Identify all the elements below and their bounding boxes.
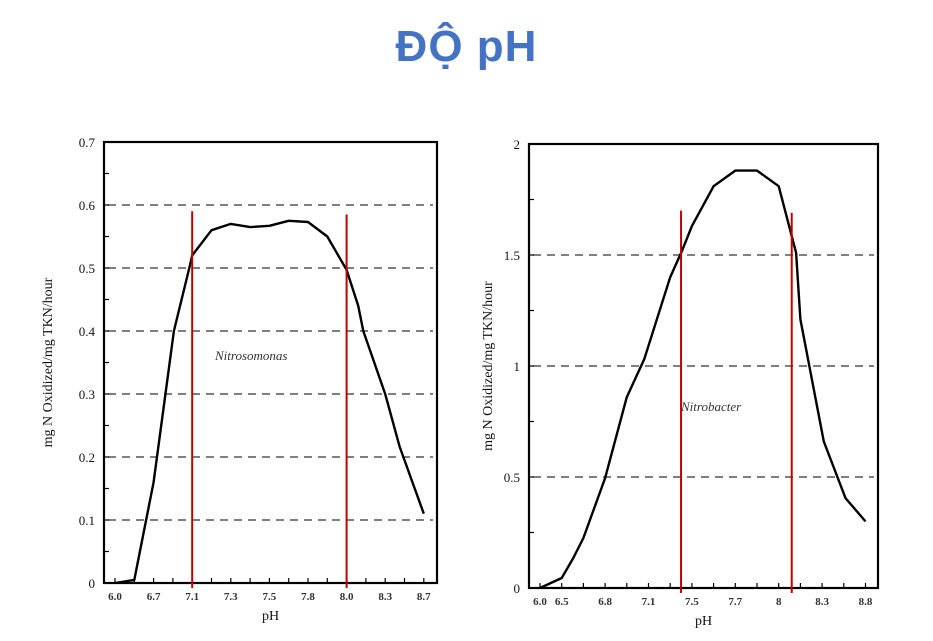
x-tick-label: 8.3 (378, 591, 392, 603)
x-tick-label: 7.5 (685, 596, 699, 608)
x-tick-label: 6.0 (533, 596, 547, 608)
y-tick-label: 1.5 (504, 248, 520, 263)
y-tick-label: 0 (89, 576, 96, 591)
x-tick-label: 7.7 (728, 596, 742, 608)
x-tick-label: 7.3 (224, 591, 238, 603)
series-annotation: Nitrosomonas (214, 348, 287, 363)
x-tick-label: 7.1 (642, 596, 656, 608)
y-tick-label: 0.1 (79, 513, 95, 528)
y-tick-label: 0.2 (79, 450, 95, 465)
x-tick-label: 6.5 (555, 596, 569, 608)
x-tick-label: 8.8 (859, 596, 873, 608)
x-tick-label: 8.7 (417, 591, 431, 603)
y-tick-label: 0.5 (79, 261, 95, 276)
x-tick-label: 6.8 (598, 596, 612, 608)
y-tick-label: 0.6 (79, 198, 96, 213)
y-tick-label: 0 (514, 581, 521, 596)
x-tick-label: 7.1 (185, 591, 199, 603)
x-tick-label: 8.3 (815, 596, 829, 608)
x-axis-label: pH (262, 609, 279, 624)
y-tick-label: 0.4 (79, 324, 96, 339)
y-axis-label: mg N Oxidized/mg TKN/hour (41, 277, 56, 447)
y-axis-label: mg N Oxidized/mg TKN/hour (481, 281, 496, 451)
data-curve (539, 169, 867, 590)
data-curve (114, 219, 425, 585)
x-axis-label: pH (695, 614, 712, 629)
x-tick-label: 8 (776, 596, 782, 608)
x-tick-label: 8.0 (340, 591, 354, 603)
x-tick-label: 6.0 (108, 591, 122, 603)
y-tick-label: 0.3 (79, 387, 95, 402)
y-tick-label: 2 (514, 137, 521, 152)
x-tick-label: 7.5 (263, 591, 277, 603)
page-title: ĐỘ pH (395, 22, 538, 71)
y-tick-label: 1 (514, 359, 521, 374)
x-tick-label: 7.8 (301, 591, 315, 603)
y-tick-label: 0.7 (79, 135, 96, 150)
y-tick-label: 0.5 (504, 470, 520, 485)
x-tick-label: 6.7 (147, 591, 161, 603)
series-annotation: Nitrobacter (680, 399, 742, 414)
